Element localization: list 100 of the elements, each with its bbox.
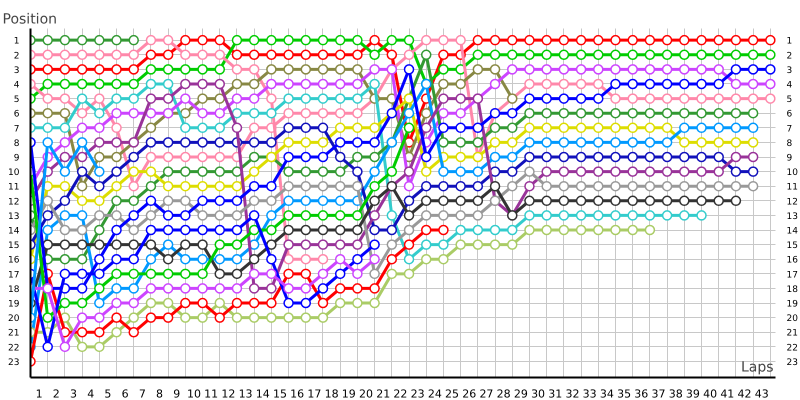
point [232, 283, 242, 294]
y-tick-label: 16 [8, 256, 20, 266]
point [455, 239, 466, 250]
x-tick-label: 29 [514, 388, 528, 400]
point [248, 137, 260, 148]
point [524, 210, 535, 221]
point [94, 239, 105, 250]
point [214, 34, 226, 46]
point [593, 64, 604, 75]
point [334, 283, 346, 294]
point [730, 34, 742, 46]
point [146, 196, 156, 206]
point [610, 166, 621, 177]
point [128, 254, 139, 264]
point [214, 166, 226, 177]
point [748, 137, 758, 148]
point [214, 108, 226, 118]
point [197, 210, 208, 221]
point [404, 254, 414, 264]
point [162, 64, 174, 75]
point [248, 224, 260, 236]
point [541, 152, 552, 162]
point [162, 268, 174, 280]
point [94, 180, 105, 192]
point [558, 78, 570, 90]
point [352, 224, 363, 236]
point [558, 122, 570, 134]
point [300, 210, 312, 221]
point [490, 78, 500, 90]
point [300, 137, 312, 148]
x-tick-label: 43 [754, 388, 769, 400]
point [610, 122, 621, 134]
point [146, 210, 156, 221]
point [696, 64, 707, 75]
x-tick-label: 28 [496, 388, 511, 400]
point [524, 152, 535, 162]
point [713, 64, 724, 75]
point [300, 78, 312, 90]
point [386, 166, 398, 177]
point [248, 34, 260, 46]
point [76, 78, 88, 90]
point [318, 224, 328, 236]
point [558, 224, 570, 236]
point [300, 254, 312, 264]
point [576, 224, 586, 236]
point [214, 93, 226, 104]
point [76, 254, 88, 264]
point [438, 34, 449, 46]
point [214, 268, 226, 280]
point [404, 224, 414, 236]
point [128, 268, 139, 280]
point [300, 50, 312, 60]
point [94, 166, 105, 177]
point [644, 122, 656, 134]
point [627, 50, 638, 60]
point [60, 78, 70, 90]
point [300, 152, 312, 162]
y-tick-label: 3 [14, 66, 20, 76]
point [627, 34, 638, 46]
point [162, 137, 174, 148]
point [558, 137, 570, 148]
y2-tick-label: 1 [786, 36, 792, 47]
point [576, 196, 586, 206]
point [593, 166, 604, 177]
point [266, 196, 277, 206]
point [404, 268, 414, 280]
point [60, 93, 70, 104]
y-tick-label: 4 [14, 80, 20, 90]
point [472, 180, 484, 192]
point [558, 93, 570, 104]
point [610, 78, 621, 90]
point [318, 137, 328, 148]
point [438, 78, 449, 90]
point [386, 239, 398, 250]
point [94, 93, 105, 104]
point [455, 137, 466, 148]
point [369, 210, 380, 221]
point [283, 122, 294, 134]
point [490, 239, 500, 250]
point [214, 64, 226, 75]
point [352, 78, 363, 90]
point [146, 34, 156, 46]
point [507, 166, 518, 177]
point [197, 239, 208, 250]
point [679, 50, 690, 60]
point [765, 78, 776, 90]
point [283, 196, 294, 206]
point [524, 137, 535, 148]
point [438, 137, 449, 148]
x-tick-label: 8 [156, 388, 164, 400]
point [748, 108, 758, 118]
point [765, 34, 776, 46]
point [248, 196, 260, 206]
x-tick-label: 2 [52, 388, 60, 400]
point [197, 64, 208, 75]
x-axis-title: Laps [740, 360, 774, 376]
point [576, 50, 586, 60]
point [111, 78, 122, 90]
point [162, 283, 174, 294]
point [283, 210, 294, 221]
